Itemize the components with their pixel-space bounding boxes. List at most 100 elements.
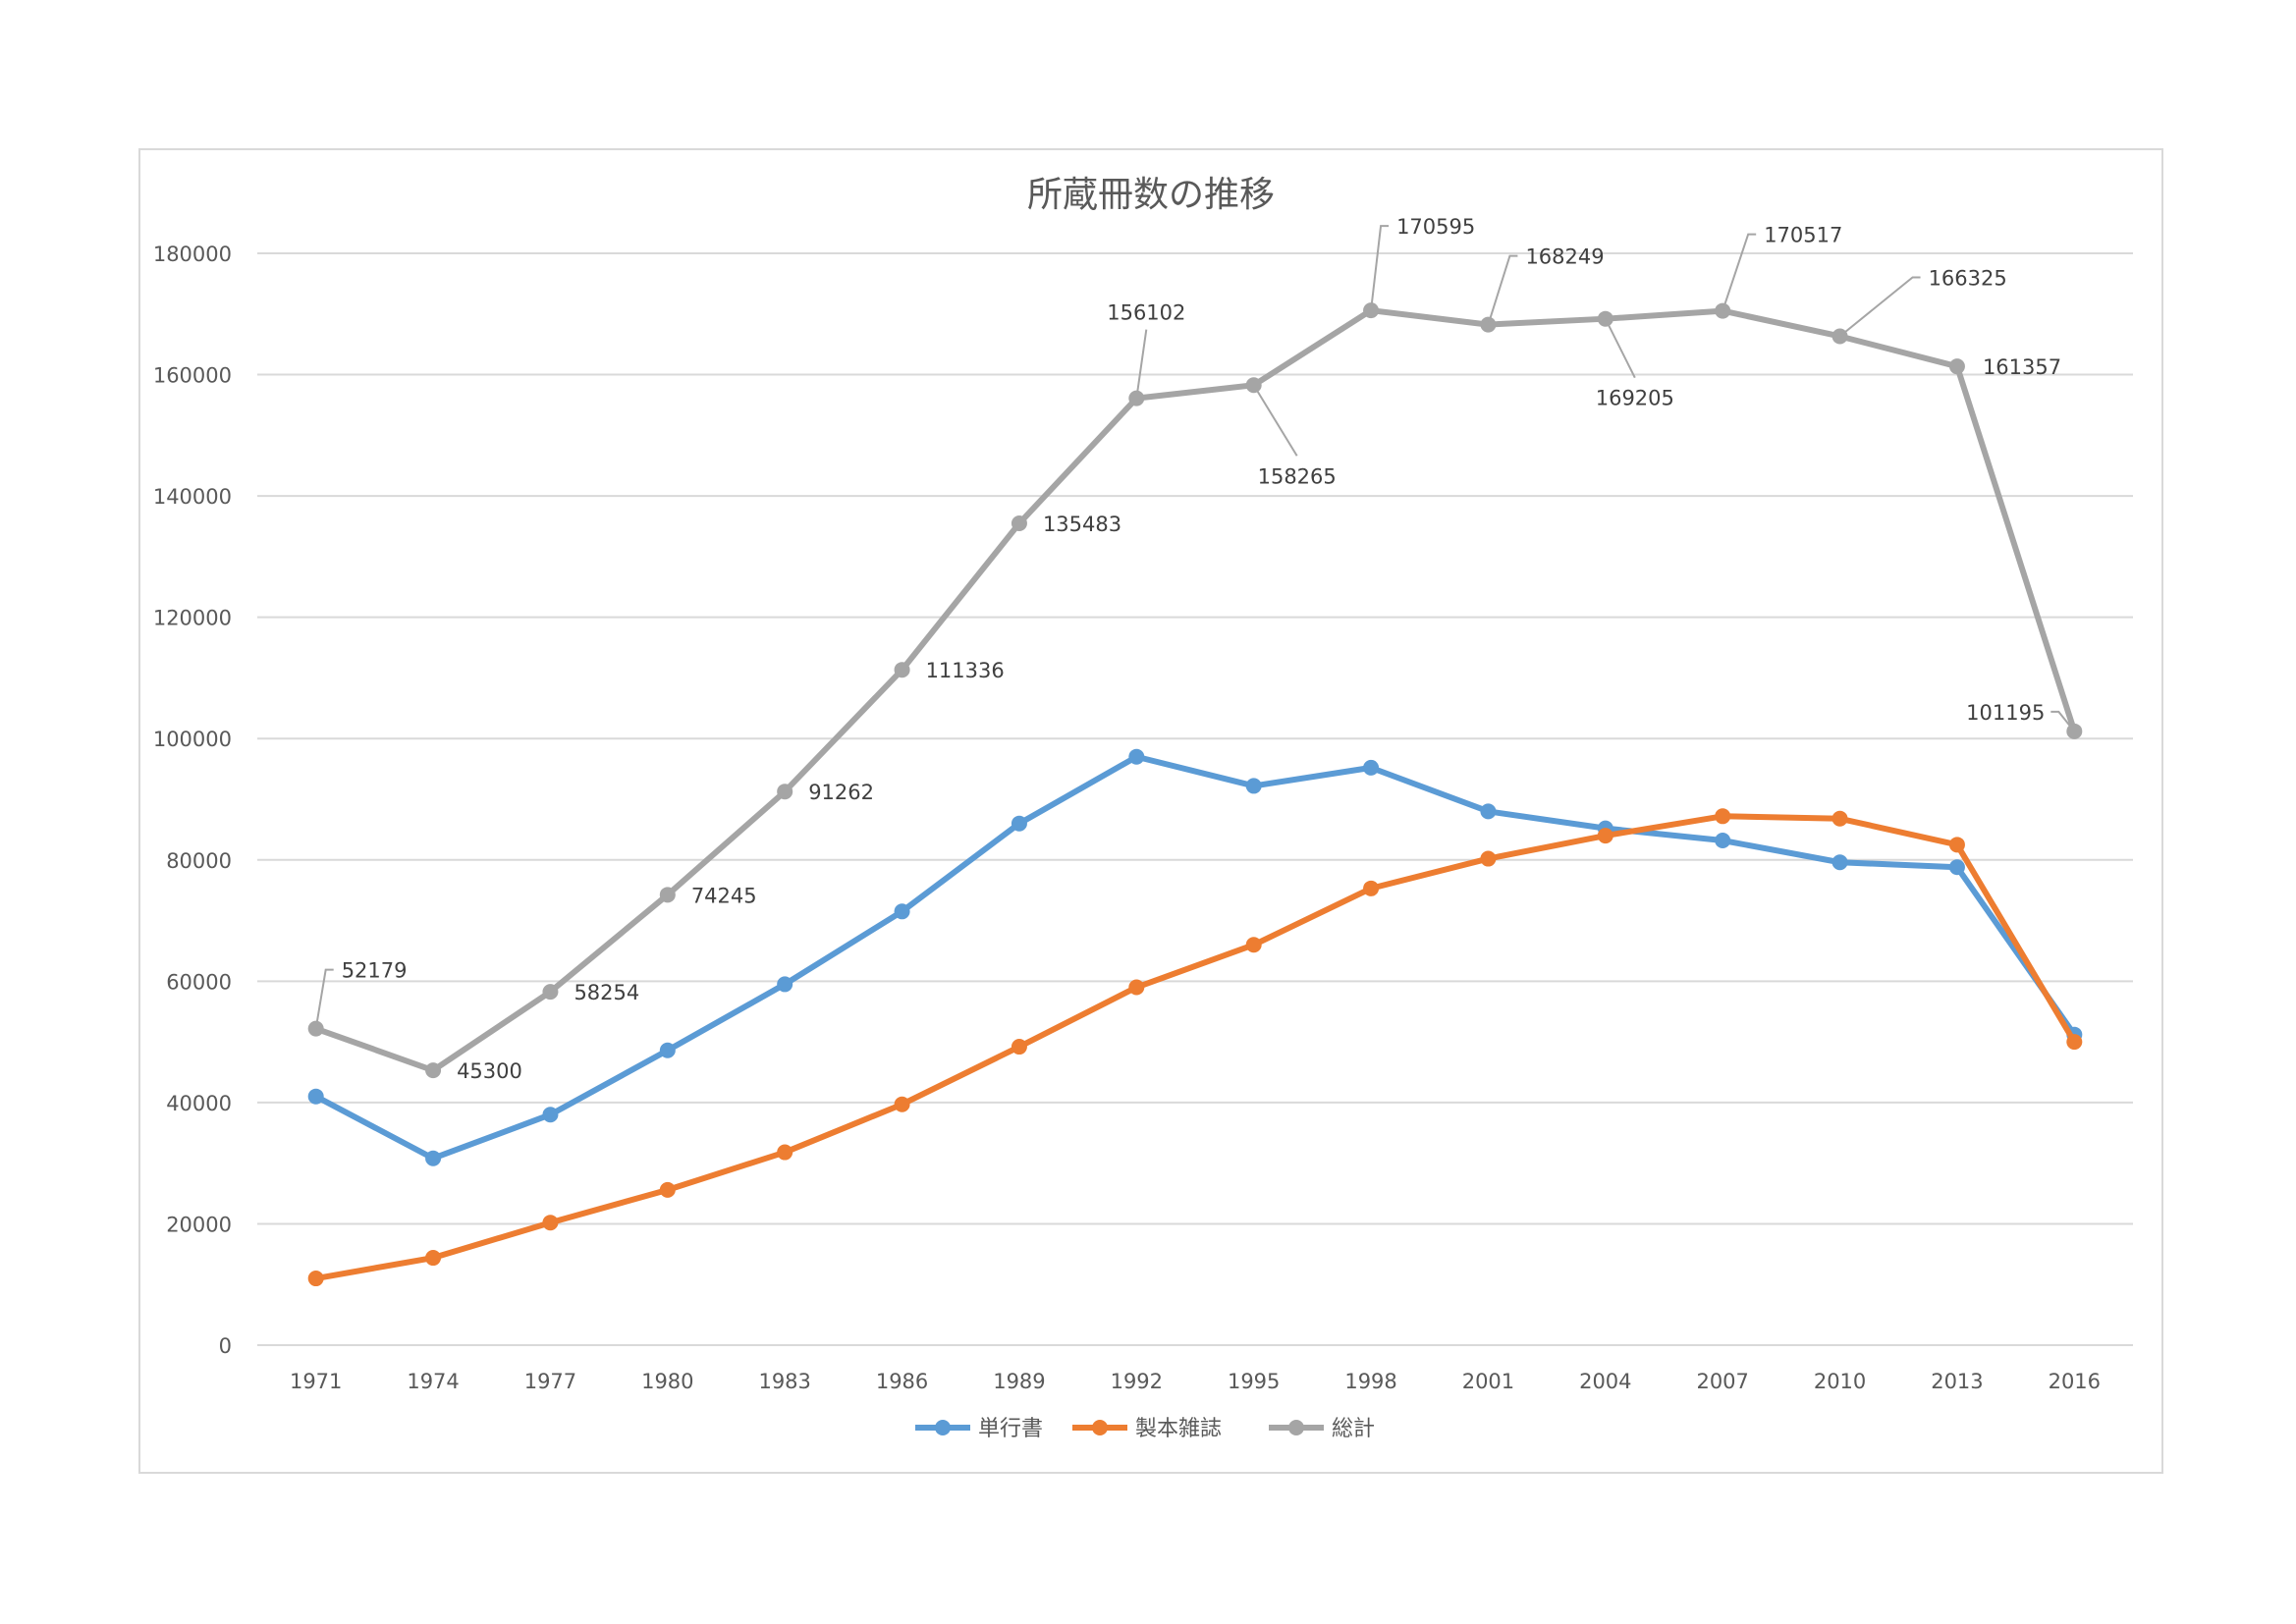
- data-point: [542, 1215, 559, 1231]
- series-2: [307, 808, 2083, 1287]
- data-point: [1480, 803, 1497, 820]
- data-label: 168249: [1525, 245, 1604, 269]
- data-point: [1011, 1039, 1027, 1056]
- data-label: 58254: [574, 981, 639, 1004]
- data-point: [894, 903, 910, 920]
- data-point: [777, 1144, 793, 1161]
- data-point: [425, 1062, 442, 1079]
- y-tick-label: 160000: [153, 364, 232, 388]
- data-label-leader-line: [1252, 384, 1298, 457]
- data-label-leader-line: [1722, 233, 1757, 311]
- data-point: [894, 1096, 910, 1112]
- data-point: [659, 1042, 676, 1058]
- legend-swatch-marker: [1288, 1420, 1304, 1435]
- y-tick-label: 80000: [166, 849, 232, 873]
- data-label-leader-line: [1135, 329, 1148, 399]
- data-point: [1480, 850, 1497, 867]
- data-point: [307, 1271, 324, 1287]
- x-tick-label: 1983: [758, 1370, 810, 1393]
- data-point: [1245, 937, 1262, 953]
- data-label: 52179: [342, 959, 408, 983]
- data-label: 158265: [1258, 464, 1337, 488]
- data-point: [307, 1088, 324, 1105]
- data-point: [1831, 854, 1848, 871]
- legend-label: 単行書: [978, 1417, 1043, 1441]
- series-line: [312, 753, 2078, 1162]
- y-tick-label: 40000: [166, 1092, 232, 1115]
- data-point: [1948, 859, 1965, 876]
- data-label-leader-line: [2050, 710, 2076, 732]
- legend-swatch-marker: [1092, 1420, 1108, 1435]
- data-label-leader-line: [1487, 254, 1518, 325]
- series-line: [312, 813, 2078, 1282]
- x-tick-label: 1995: [1228, 1370, 1280, 1393]
- x-tick-label: 2004: [1579, 1370, 1631, 1393]
- data-label: 170595: [1396, 215, 1475, 239]
- legend-label: 製本雑誌: [1135, 1417, 1222, 1441]
- data-label: 111336: [926, 659, 1005, 682]
- data-label-leader-line: [1604, 318, 1636, 379]
- y-tick-label: 120000: [153, 607, 232, 630]
- data-point: [1011, 515, 1027, 532]
- y-tick-label: 20000: [166, 1213, 232, 1236]
- data-label-leader-line: [1370, 225, 1390, 311]
- data-label-leader-line: [314, 968, 334, 1029]
- legend: 単行書 製本雑誌 総計: [915, 1417, 1375, 1441]
- legend-swatch-marker: [935, 1420, 951, 1435]
- series-layer: [307, 302, 2083, 1287]
- data-point: [777, 976, 793, 993]
- x-tick-label: 1980: [641, 1370, 693, 1393]
- data-point: [1948, 358, 1965, 375]
- chart-border: [138, 148, 2163, 1474]
- x-tick-label: 1977: [524, 1370, 576, 1393]
- data-point: [1948, 837, 1965, 853]
- x-tick-label: 2001: [1462, 1370, 1514, 1393]
- data-point: [1128, 748, 1145, 765]
- x-tick-label: 1986: [876, 1370, 928, 1393]
- data-label: 170517: [1764, 224, 1842, 247]
- data-point: [659, 1181, 676, 1198]
- legend-item: 製本雑誌: [1072, 1417, 1222, 1441]
- data-label: 91262: [808, 781, 874, 804]
- x-tick-label: 1989: [993, 1370, 1045, 1393]
- data-point: [894, 662, 910, 678]
- data-label: 74245: [691, 884, 757, 907]
- data-point: [542, 1107, 559, 1123]
- y-axis-tick-labels: 0 20000 40000 60000 80000 100000 120000 140000 1…: [153, 243, 232, 1358]
- data-label-leader-line: [1838, 276, 1921, 338]
- x-tick-label: 2007: [1696, 1370, 1748, 1393]
- data-label: 166325: [1929, 266, 2007, 290]
- y-tick-label: 0: [219, 1334, 232, 1358]
- y-tick-label: 60000: [166, 970, 232, 994]
- series-line: [312, 307, 2078, 1074]
- x-tick-label: 2010: [1814, 1370, 1866, 1393]
- x-tick-label: 1998: [1344, 1370, 1396, 1393]
- chart-title: 所蔵冊数の推移: [1027, 175, 1275, 215]
- data-point: [1715, 833, 1731, 849]
- data-point: [1831, 810, 1848, 827]
- y-tick-label: 100000: [153, 728, 232, 751]
- data-point: [425, 1150, 442, 1166]
- x-tick-label: 2013: [1931, 1370, 1983, 1393]
- x-tick-label: 1992: [1111, 1370, 1163, 1393]
- series-1: [307, 748, 2083, 1166]
- y-tick-label: 140000: [153, 485, 232, 509]
- data-point: [1011, 815, 1027, 832]
- data-point: [1363, 759, 1380, 776]
- y-tick-label: 180000: [153, 243, 232, 266]
- data-point: [1245, 778, 1262, 794]
- data-point: [1128, 979, 1145, 996]
- data-point: [1715, 808, 1731, 825]
- data-point: [1363, 880, 1380, 896]
- data-point: [2066, 1034, 2083, 1051]
- data-label: 135483: [1043, 513, 1121, 536]
- data-point: [425, 1250, 442, 1267]
- data-point: [777, 784, 793, 800]
- data-point: [542, 984, 559, 1001]
- data-label: 156102: [1107, 301, 1185, 325]
- data-point: [1597, 828, 1613, 844]
- data-label: 169205: [1596, 387, 1674, 410]
- legend-label: 総計: [1332, 1417, 1375, 1441]
- legend-item: 総計: [1269, 1417, 1375, 1441]
